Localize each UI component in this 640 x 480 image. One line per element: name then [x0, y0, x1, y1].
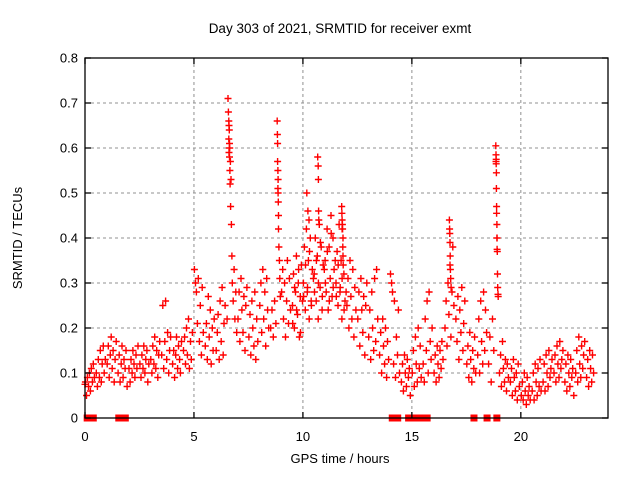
y-tick-label: 0.1: [60, 366, 78, 381]
x-tick-label: 5: [190, 429, 197, 444]
y-tick-label: 0.5: [60, 186, 78, 201]
y-tick-label: 0.4: [60, 231, 78, 246]
y-tick-label: 0.2: [60, 321, 78, 336]
tick-labels: 0 0.1 0.2 0.3 0.4 0.5 0.6 0.7 0.8 0 5 10 15 20: [60, 51, 528, 445]
y-axis-label: SRMTID / TECUs: [10, 186, 25, 289]
axis-ticks: [84, 57, 608, 419]
y-tick-label: 0.7: [60, 96, 78, 111]
x-tick-label: 0: [81, 429, 88, 444]
gridlines: [85, 58, 608, 418]
x-tick-label: 15: [405, 429, 419, 444]
chart-title: Day 303 of 2021, SRMTID for receiver exm…: [209, 21, 472, 36]
y-tick-label: 0: [71, 411, 78, 426]
y-tick-label: 0.6: [60, 141, 78, 156]
x-tick-label: 20: [514, 429, 528, 444]
y-tick-label: 0.3: [60, 276, 78, 291]
x-tick-label: 10: [296, 429, 310, 444]
y-tick-label: 0.8: [60, 51, 78, 66]
x-axis-label: GPS time / hours: [291, 451, 390, 466]
